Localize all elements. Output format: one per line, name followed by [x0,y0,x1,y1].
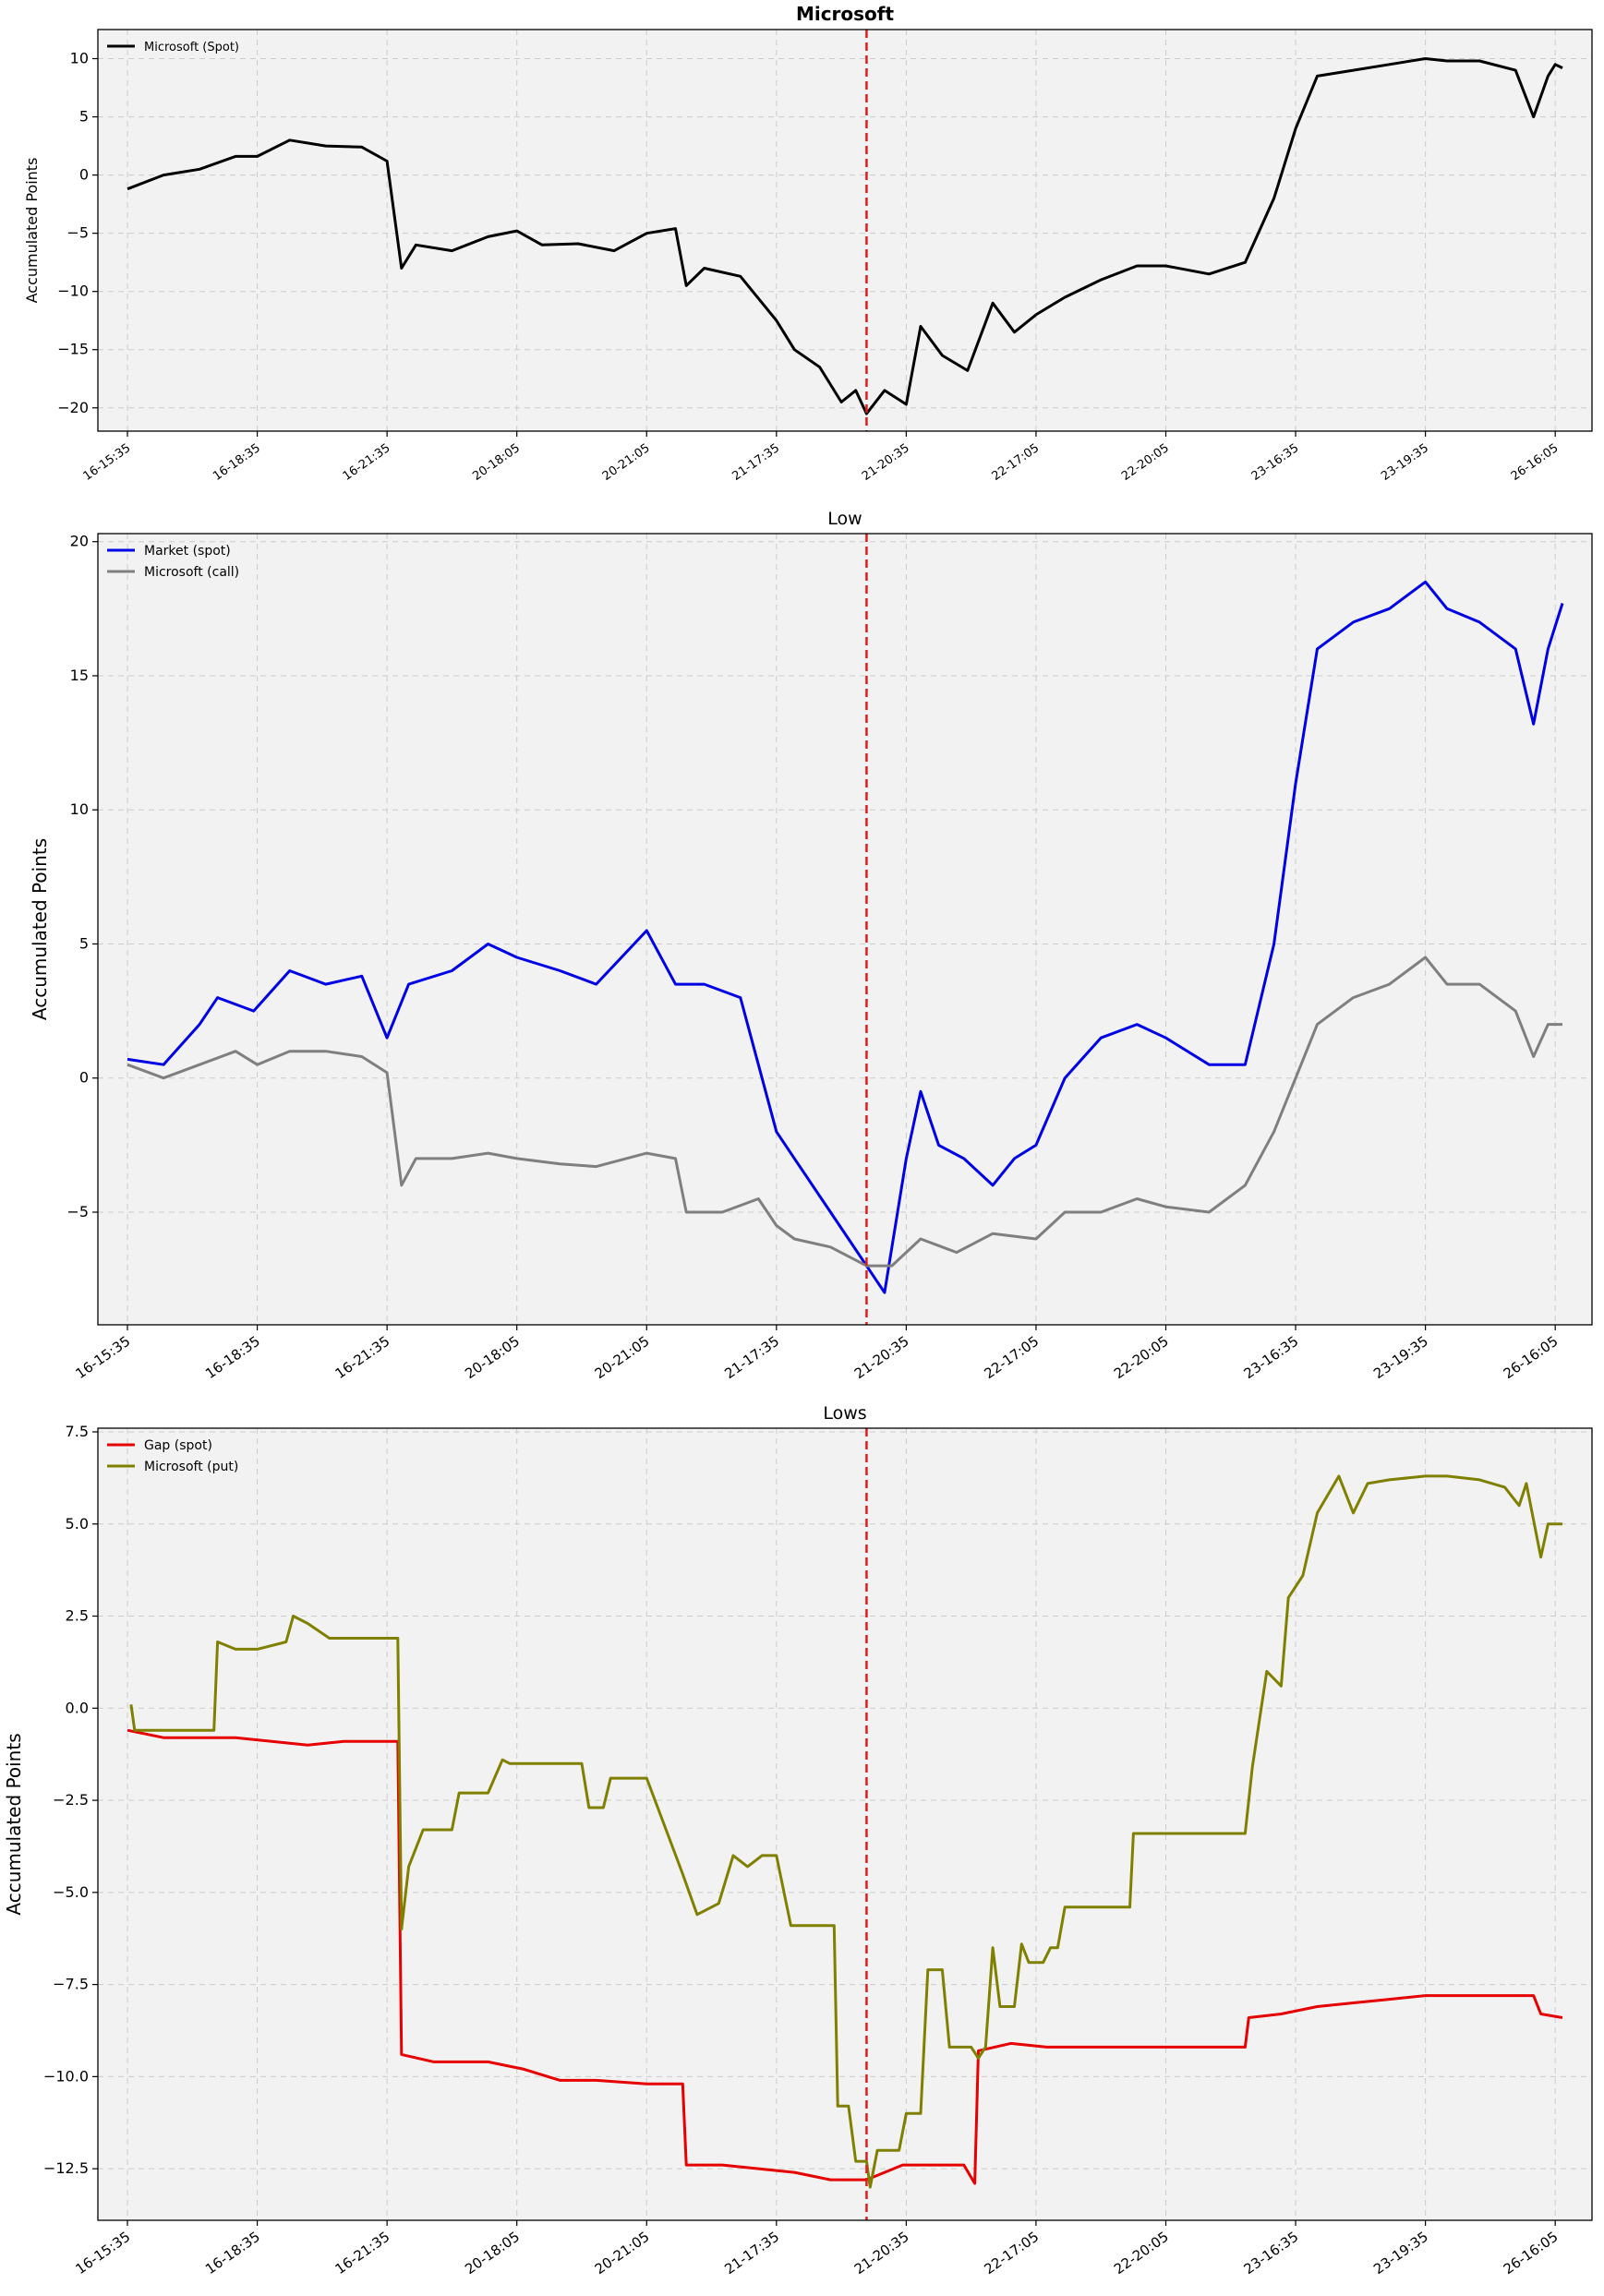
y-tick-label: 2.5 [66,1607,89,1625]
chart-title: Microsoft [796,3,895,25]
chart-title: Lows [823,1403,866,1424]
y-tick-label: −5 [66,1203,89,1220]
x-tick-label: 21-17:35 [730,441,782,484]
plot-area [98,534,1592,1325]
x-tick-label: 22-17:05 [990,441,1043,484]
y-tick-label: −12.5 [43,2159,89,2177]
y-tick-label: 5 [79,934,89,952]
legend-label: Gap (spot) [144,1438,212,1453]
x-tick-label: 21-20:35 [851,1333,912,1383]
x-tick-label: 16-21:35 [341,441,393,484]
x-tick-label: 20-18:05 [470,441,523,484]
x-tick-label: 20-18:05 [462,2229,523,2278]
y-tick-label: −15 [57,341,89,358]
subplot-3: −12.5 −10.0 −7.5 −5.0 −2.5 0.0 2.5 5.0 7.5 16-15:… [3,1403,1593,2278]
x-tick-label: 22-20:05 [1111,1333,1172,1383]
x-tick-label: 16-21:35 [332,1333,393,1383]
x-tick-label: 16-21:35 [332,2229,393,2278]
x-tick-label: 16-15:35 [81,441,134,484]
series-line-1 [127,57,1563,415]
x-tick-label: 23-16:35 [1249,441,1302,484]
x-tick-label: 23-19:35 [1370,2229,1431,2278]
subplot-2: −5 0 5 10 15 20 16-15:35 16-18:35 16-21:35 20-18:… [29,509,1593,1383]
y-tick-label: −20 [57,399,89,416]
x-tick-label: 21-20:35 [860,441,912,484]
series-line-2 [127,956,1562,1268]
legend-label: Microsoft (Spot) [144,41,239,54]
y-tick-label: 10 [70,800,89,818]
x-tick-label: 26-16:05 [1501,1333,1562,1383]
x-tick-label: 23-19:35 [1379,441,1431,484]
x-tick-label: 16-15:35 [73,2229,134,2278]
x-tick-label: 21-17:35 [721,1333,782,1383]
x-tick-label: 23-19:35 [1370,1333,1431,1383]
plot-frame [97,533,1593,1326]
x-tick-label: 26-16:05 [1509,441,1562,484]
x-tick-label: 16-15:35 [73,1333,134,1383]
x-tick-label: 16-18:35 [202,2229,263,2278]
x-tick-label: 23-16:35 [1241,2229,1302,2278]
y-tick-label: −7.5 [53,1976,89,1993]
chart-title: Low [827,509,862,529]
y-tick-label: −5 [66,224,89,242]
x-tick-label: 20-18:05 [462,1333,523,1383]
plot-frame [97,1427,1593,2221]
y-tick-label: −2.5 [53,1791,89,1809]
x-tick-label: 16-18:35 [211,441,263,484]
legend: Microsoft (Spot) [107,41,239,54]
x-tick-label: 22-17:05 [981,1333,1042,1383]
y-tick-label: 20 [70,533,89,550]
series-line-1 [127,1728,1563,2185]
legend-label: Microsoft (call) [144,565,239,580]
x-tick-label: 20-21:05 [592,2229,653,2278]
y-tick-label: 10 [70,50,89,67]
plot-area [98,30,1592,431]
x-tick-label: 22-17:05 [981,2229,1042,2278]
legend-label: Market (spot) [144,544,231,559]
y-tick-label: 5 [79,108,89,126]
series-line-1 [127,580,1564,1294]
y-tick-label: 5.0 [66,1515,89,1533]
x-tick-label: 21-17:35 [721,2229,782,2278]
x-tick-label: 21-20:35 [851,2229,912,2278]
legend-label: Microsoft (put) [144,1460,238,1474]
y-axis-label: Accumulated Points [29,838,51,1020]
x-tick-label: 22-20:05 [1111,2229,1172,2278]
x-tick-label: 22-20:05 [1119,441,1172,484]
plot-area [98,1428,1592,2220]
legend: Market (spot) Microsoft (call) [107,544,239,580]
y-tick-label: 0 [79,1069,89,1087]
y-tick-label: −5.0 [53,1883,89,1901]
y-tick-label: 0.0 [66,1699,89,1716]
y-axis-label: Accumulated Points [23,158,41,304]
x-tick-label: 20-21:05 [592,1333,653,1383]
subplot-1: −20 −15 −10 −5 0 5 10 16-15:35 16-18:35 16-21:35 2… [23,3,1593,484]
legend: Gap (spot) Microsoft (put) [107,1438,238,1474]
plot-frame [97,29,1593,432]
series-line-2 [129,1474,1562,2189]
x-tick-label: 23-16:35 [1241,1333,1302,1383]
x-tick-label: 16-18:35 [202,1333,263,1383]
y-tick-label: −10 [57,282,89,300]
y-tick-label: 0 [79,166,89,184]
y-tick-label: −10.0 [43,2067,89,2085]
y-tick-label: 15 [70,667,89,684]
y-tick-label: 7.5 [66,1423,89,1440]
y-axis-label: Accumulated Points [3,1733,25,1915]
x-tick-label: 26-16:05 [1501,2229,1562,2278]
x-tick-label: 20-21:05 [600,441,653,484]
